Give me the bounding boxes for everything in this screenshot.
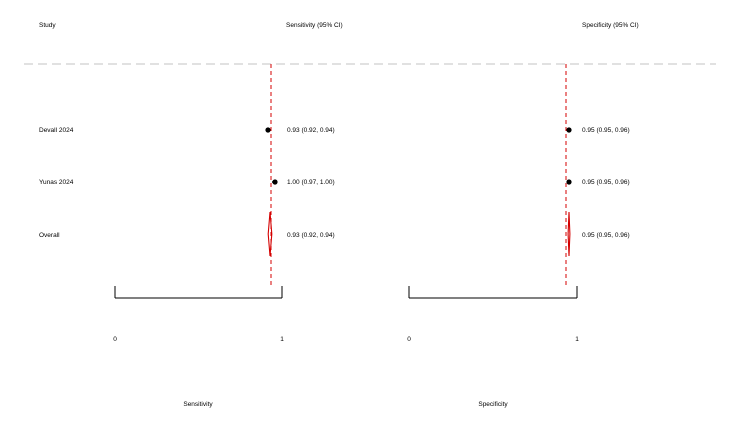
sensitivity-overall-diamond xyxy=(267,211,273,257)
specificity-ci-label: 0.95 (0.95, 0.96) xyxy=(582,127,630,134)
study-label: Yunas 2024 xyxy=(39,179,74,186)
sensitivity-ci-label: 0.93 (0.92, 0.94) xyxy=(287,232,335,239)
sensitivity-point-estimate xyxy=(265,127,271,133)
header-sensitivity: Sensitivity (95% CI) xyxy=(286,22,343,29)
specificity-point-estimate xyxy=(566,127,572,133)
sensitivity-axis-title: Sensitivity xyxy=(183,401,213,408)
specificity-ci-label: 0.95 (0.95, 0.96) xyxy=(582,179,630,186)
sensitivity-ci-label: 1.00 (0.97, 1.00) xyxy=(287,179,335,186)
overall-label: Overall xyxy=(39,232,60,239)
specificity-ci-label: 0.95 (0.95, 0.96) xyxy=(582,232,630,239)
header-study: Study xyxy=(39,22,56,29)
specificity-tick-label: 0 xyxy=(407,336,411,343)
header-specificity: Specificity (95% CI) xyxy=(582,22,639,29)
sensitivity-point-estimate xyxy=(272,179,278,185)
sensitivity-ci-label: 0.93 (0.92, 0.94) xyxy=(287,127,335,134)
sensitivity-tick-label: 0 xyxy=(113,336,117,343)
sensitivity-tick-label: 1 xyxy=(280,336,284,343)
specificity-tick-label: 1 xyxy=(575,336,579,343)
study-label: Devall 2024 xyxy=(39,127,74,134)
specificity-axis-title: Specificity xyxy=(478,401,508,408)
specificity-overall-diamond xyxy=(567,211,571,257)
specificity-point-estimate xyxy=(566,179,572,185)
